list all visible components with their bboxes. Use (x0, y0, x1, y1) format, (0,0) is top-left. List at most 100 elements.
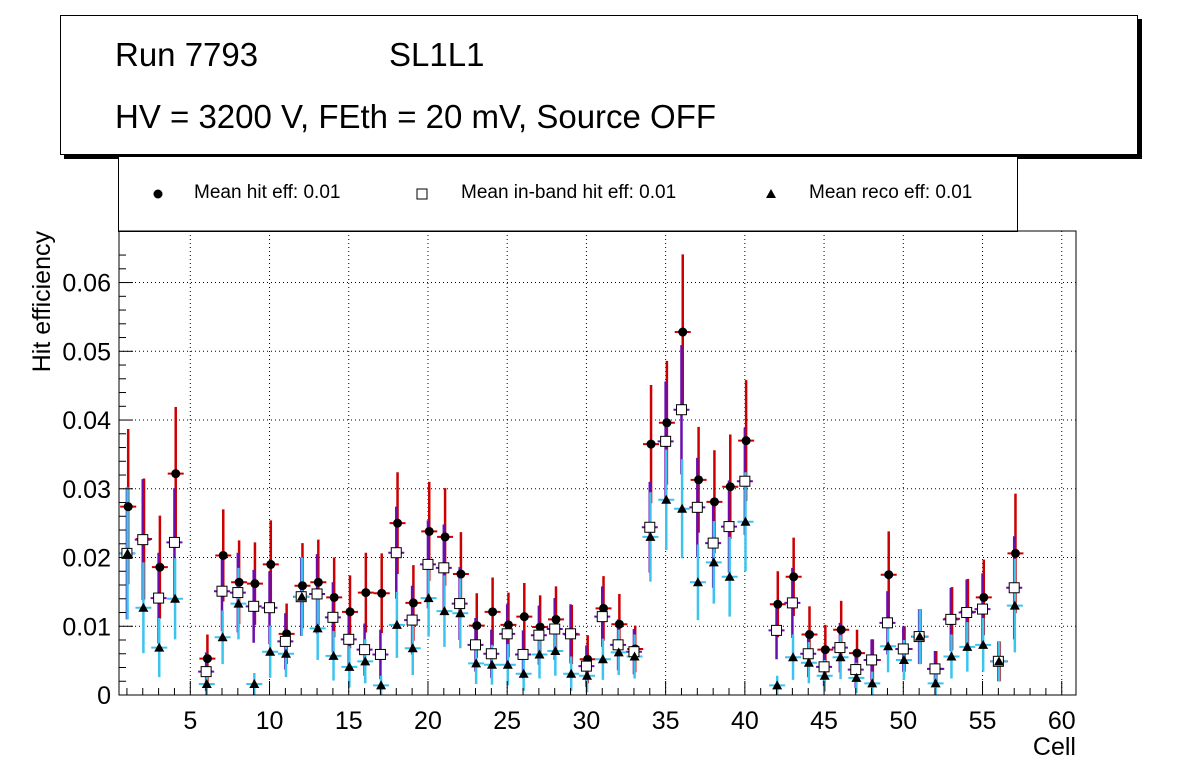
hit-point (456, 569, 466, 579)
hit-point (155, 562, 165, 572)
hit-point (709, 497, 719, 507)
reco-point (518, 668, 529, 678)
inband-point (786, 597, 798, 609)
reco-point (280, 648, 291, 658)
inband-point (279, 635, 291, 647)
hit-point (884, 570, 894, 580)
inband-point (485, 648, 497, 660)
hit-point (440, 532, 450, 542)
reco-point (328, 650, 339, 660)
reco-point (962, 641, 973, 651)
reco-point (898, 654, 909, 664)
x-tick-label: 40 (731, 707, 759, 735)
hit-point (551, 614, 561, 624)
x-tick-label: 10 (256, 707, 284, 735)
reco-point (708, 557, 719, 567)
reco-point (692, 577, 703, 587)
hit-point (979, 592, 989, 602)
inband-point (549, 623, 561, 635)
inband-point (644, 521, 656, 533)
inband-point (897, 643, 909, 655)
hit-point (646, 439, 656, 449)
x-tick-label: 30 (573, 707, 601, 735)
reco-point (233, 598, 244, 608)
y-axis-label: Hit efficiency (28, 231, 56, 373)
inband-point (264, 602, 276, 614)
x-tick-label: 45 (810, 707, 838, 735)
inband-point (168, 536, 180, 548)
hit-point (614, 619, 624, 629)
inband-point (216, 585, 228, 597)
y-tick-label: 0.01 (62, 613, 111, 641)
reco-point (201, 679, 212, 689)
x-tick-label: 25 (493, 707, 521, 735)
hit-point (503, 620, 513, 630)
legend-label-hit: Mean hit eff: 0.01 (194, 182, 341, 203)
y-tick-label: 0.05 (62, 338, 111, 366)
inband-point (200, 666, 212, 678)
reco-point (914, 631, 925, 641)
hit-point (234, 577, 244, 587)
hit-point (472, 621, 482, 631)
grid (119, 231, 1076, 695)
y-tick-label: 0.03 (62, 476, 111, 504)
reco-point (772, 680, 783, 690)
reco-point (661, 494, 672, 504)
reco-point (265, 646, 276, 656)
reco-point (883, 641, 894, 651)
reco-point (423, 593, 434, 603)
inband-point (311, 588, 323, 600)
hit-point (123, 502, 133, 512)
inband-point (596, 611, 608, 623)
hit-point (393, 518, 403, 528)
inband-point (533, 629, 545, 641)
hit-point (836, 625, 846, 635)
inband-point (850, 664, 862, 676)
inband-point (374, 648, 386, 660)
inband-point (691, 501, 703, 513)
inband-point (834, 642, 846, 654)
hit-point (345, 607, 355, 617)
reco-point (154, 642, 165, 652)
hit-point (804, 630, 814, 640)
reco-point (534, 649, 545, 659)
hit-point (694, 475, 704, 485)
reco-point (629, 651, 640, 661)
x-axis-label: Cell (1033, 733, 1076, 761)
reco-point (867, 678, 878, 688)
inband-point (232, 587, 244, 599)
inband-point (565, 628, 577, 640)
reco-point (376, 680, 387, 690)
reco-point (978, 639, 989, 649)
reco-point (803, 657, 814, 667)
inband-point (945, 613, 957, 625)
legend-marker-inband (416, 188, 428, 200)
hit-point (171, 469, 181, 479)
inband-point (438, 562, 450, 574)
reco-point (502, 659, 513, 669)
reco-point (296, 591, 307, 601)
reco-point (597, 654, 608, 664)
legend: Mean hit eff: 0.01 Mean in-band hit eff:… (118, 157, 1018, 232)
legend-marker-reco (766, 189, 776, 198)
legend-label-reco: Mean reco eff: 0.01 (809, 182, 973, 203)
inband-point (469, 639, 481, 651)
reco-point (138, 602, 149, 612)
inband-point (660, 435, 672, 447)
reco-point (439, 606, 450, 616)
inband-point (977, 603, 989, 615)
reco-point (819, 670, 830, 680)
hit-point (313, 577, 323, 587)
hit-point (297, 581, 307, 591)
reco-point (312, 623, 323, 633)
inband-point (612, 639, 624, 651)
inband-point (707, 537, 719, 549)
inband-point (390, 547, 402, 559)
hit-point (789, 572, 799, 582)
hit-point (202, 654, 212, 664)
reco-point (122, 548, 133, 558)
x-tick-label: 50 (889, 707, 917, 735)
inband-point (137, 534, 149, 546)
hit-point (725, 482, 735, 492)
